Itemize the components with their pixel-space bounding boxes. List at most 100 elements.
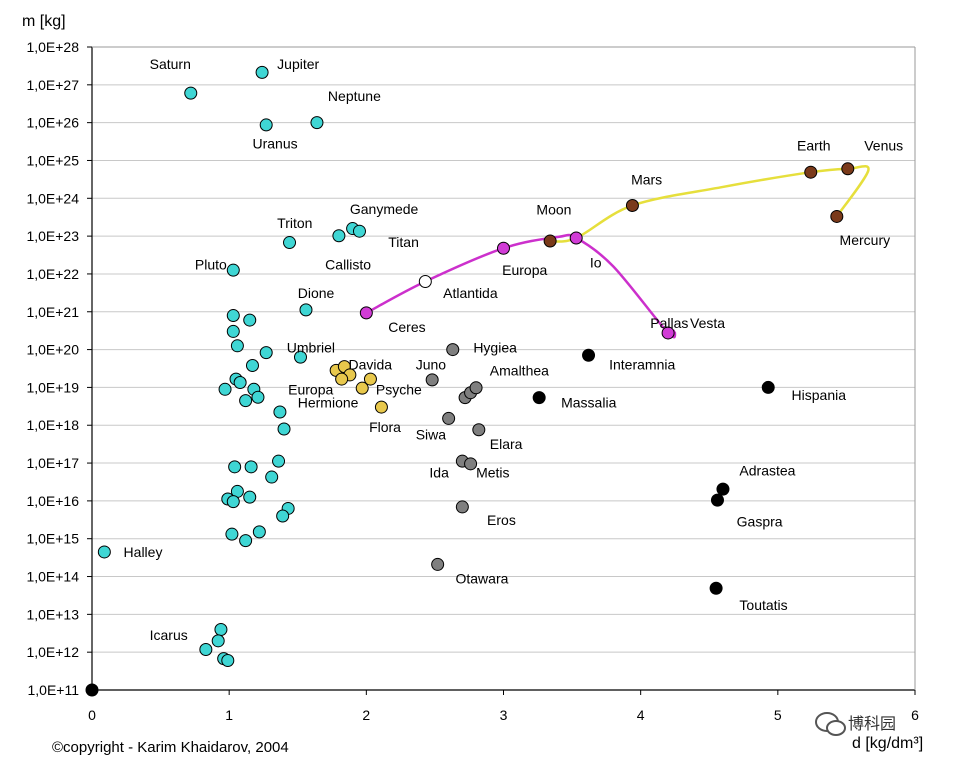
black-point — [761, 380, 775, 394]
cyan-point — [218, 382, 232, 396]
cyan-point — [259, 346, 273, 360]
label-pluto: Pluto — [195, 256, 227, 272]
label-massalia: Massalia — [561, 395, 616, 411]
cyan-point — [332, 229, 346, 243]
label-interamnia: Interamnia — [609, 357, 675, 373]
label-saturn: Saturn — [150, 56, 191, 72]
black-point — [85, 683, 99, 697]
label-ceres: Ceres — [388, 319, 425, 335]
black-point — [716, 482, 730, 496]
label-ganymede: Ganymede — [350, 201, 419, 217]
cyan-point — [283, 236, 297, 250]
y-tick-label: 1,0E+22 — [26, 266, 79, 282]
y-tick-label: 1,0E+28 — [26, 39, 79, 55]
label-titan: Titan — [388, 234, 419, 250]
label-toutatis: Toutatis — [739, 597, 787, 613]
gray-point — [469, 381, 483, 395]
copyright-text: ©copyright - Karim Khaidarov, 2004 — [52, 739, 289, 756]
data-points — [85, 65, 855, 697]
y-tick-label: 1,0E+26 — [26, 115, 79, 131]
tick-labels: 1,0E+11 1,0E+12 1,0E+13 1,0E+14 1,0E+15 1,0E+… — [26, 39, 919, 723]
cyan-point — [228, 460, 242, 474]
cyan-point — [214, 622, 228, 636]
label-metis: Metis — [476, 465, 509, 481]
label-hygiea: Hygiea — [473, 340, 517, 356]
point-labels: Saturn Jupiter Neptune Uranus Triton Ganymede… — [124, 56, 904, 643]
cyan-point — [230, 339, 244, 353]
gray-point — [464, 457, 478, 471]
cyan-point — [226, 324, 240, 338]
magenta-point — [497, 241, 510, 255]
brown-point — [625, 198, 639, 212]
cyan-point — [225, 527, 239, 541]
cyan-point — [245, 358, 259, 372]
label-ida: Ida — [429, 465, 449, 481]
cyan-point — [184, 86, 198, 100]
label-siwa: Siwa — [416, 427, 447, 443]
label-io: Io — [590, 255, 602, 271]
cyan-point — [276, 509, 290, 523]
label-earth: Earth — [797, 137, 830, 153]
y-tick-label: 1,0E+13 — [26, 606, 79, 622]
gray-point — [472, 423, 486, 437]
label-mercury: Mercury — [840, 232, 891, 248]
y-tick-label: 1,0E+23 — [26, 228, 79, 244]
x-tick-label: 4 — [637, 707, 645, 723]
label-callisto: Callisto — [325, 256, 371, 272]
cyan-point — [211, 634, 225, 648]
brown-point — [543, 234, 557, 248]
yellow-point — [363, 372, 377, 386]
x-tick-label: 2 — [362, 707, 370, 723]
label-elara: Elara — [490, 436, 523, 452]
cyan-point — [277, 422, 291, 436]
label-moon: Moon — [536, 202, 571, 218]
y-tick-label: 1,0E+11 — [27, 682, 79, 698]
cyan-point — [97, 545, 111, 559]
brown-point — [804, 165, 818, 179]
label-venus: Venus — [864, 137, 903, 153]
label-neptune: Neptune — [328, 88, 381, 104]
label-atlantida: Atlantida — [443, 285, 498, 301]
y-tick-label: 1,0E+27 — [26, 77, 79, 93]
label-umbriel: Umbriel — [287, 340, 335, 356]
label-europa: Europa — [288, 381, 333, 397]
cyan-point — [352, 224, 366, 238]
y-tick-label: 1,0E+14 — [26, 569, 79, 585]
y-tick-label: 1,0E+25 — [26, 152, 79, 168]
label-flora: Flora — [369, 419, 401, 435]
brown-point — [830, 209, 844, 223]
label-mars: Mars — [631, 171, 662, 187]
yellow-point — [355, 381, 369, 395]
y-axis-title: m [kg] — [22, 13, 66, 30]
cyan-point — [239, 394, 253, 408]
wechat-icon — [815, 712, 846, 736]
yellow-point — [374, 400, 388, 414]
black-point — [532, 391, 546, 405]
y-tick-label: 1,0E+20 — [26, 342, 79, 358]
gray-point — [442, 411, 456, 425]
x-tick-label: 0 — [88, 707, 96, 723]
cyan-point — [226, 309, 240, 323]
cyan-point — [233, 375, 247, 389]
label-jupiter: Jupiter — [277, 56, 319, 72]
y-tick-label: 1,0E+21 — [26, 304, 79, 320]
gray-point — [446, 343, 460, 357]
label-juno: Juno — [416, 357, 447, 373]
label-adrastea: Adrastea — [739, 463, 795, 479]
y-tick-label: 1,0E+18 — [26, 417, 79, 433]
cyan-point — [255, 65, 269, 79]
x-tick-label: 1 — [225, 707, 233, 723]
terrestrial-curve — [549, 165, 870, 243]
cyan-point — [252, 525, 266, 539]
yellow-point — [335, 372, 349, 386]
label-davida: Davida — [349, 357, 393, 373]
cyan-point — [272, 454, 286, 468]
cyan-point — [244, 460, 258, 474]
cyan-point — [299, 303, 313, 317]
label-hermione: Hermione — [298, 395, 359, 411]
label-icarus: Icarus — [150, 627, 188, 643]
cyan-point — [226, 263, 240, 277]
label-psyche: Psyche — [376, 381, 422, 397]
white-point — [418, 275, 432, 289]
